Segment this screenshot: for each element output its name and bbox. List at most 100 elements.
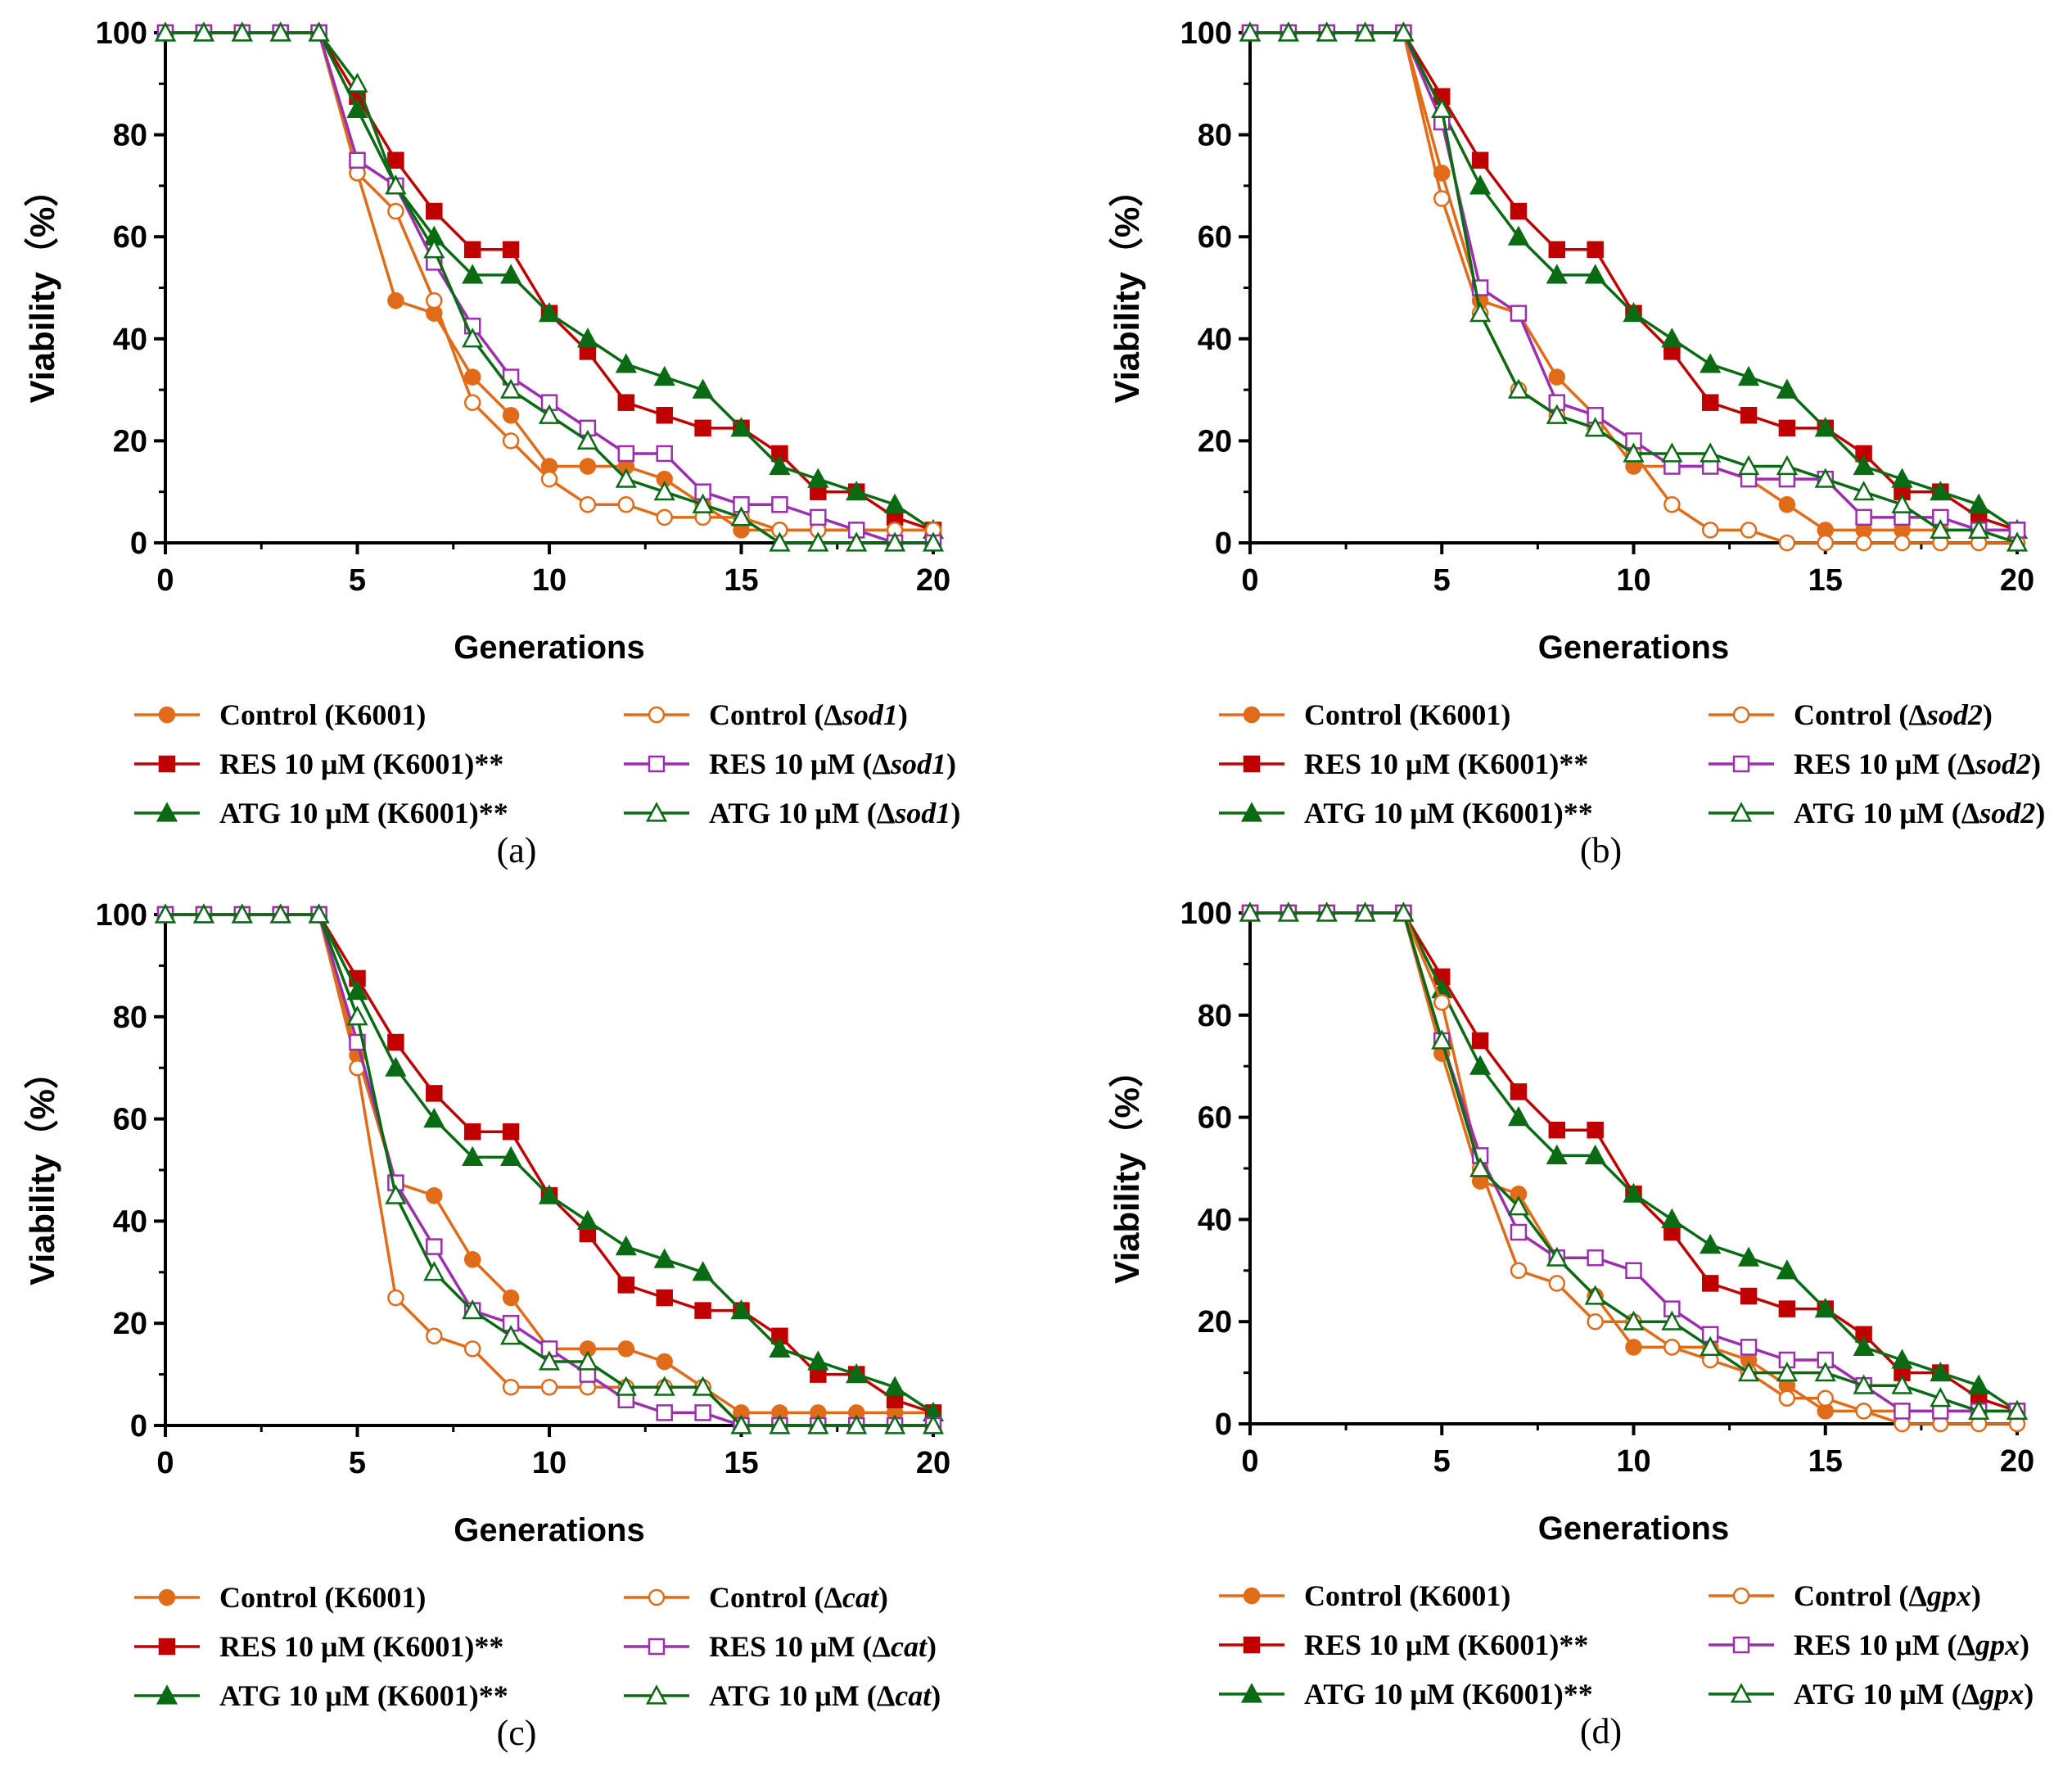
data-point xyxy=(1471,1032,1489,1050)
y-tick-label: 80 xyxy=(113,119,147,153)
data-point xyxy=(1471,151,1489,169)
x-tick-label: 10 xyxy=(532,563,567,598)
data-point xyxy=(1930,1361,1952,1382)
data-point xyxy=(500,264,522,284)
data-point xyxy=(1817,534,1834,552)
legend-label: Control (Δgpx) xyxy=(1794,1579,1981,1612)
data-point xyxy=(846,531,868,552)
data-point xyxy=(1740,1339,1758,1356)
data-point xyxy=(615,1376,637,1396)
data-point xyxy=(576,1209,598,1230)
legend-label-text: Control (Δ xyxy=(1794,1579,1927,1612)
legend-marker xyxy=(1732,1636,1750,1654)
data-point xyxy=(462,328,484,348)
data-point xyxy=(1894,1403,1911,1420)
legend-item: RES 10 μM (K6001)** xyxy=(134,1630,503,1663)
data-point xyxy=(1817,1389,1834,1407)
data-point xyxy=(615,353,637,373)
x-tick-label: 10 xyxy=(1616,1444,1650,1479)
legend-label-text: RES 10 μM (K6001)** xyxy=(1304,1629,1588,1661)
data-point xyxy=(579,458,597,475)
data-point xyxy=(1661,1208,1683,1228)
legend-label-text: RES 10 μM (Δ xyxy=(709,748,891,780)
legend-marker xyxy=(645,1684,668,1705)
legend-label-text: Control (K6001) xyxy=(1304,1579,1510,1612)
series-6 xyxy=(154,903,945,1434)
data-point xyxy=(1968,1399,1990,1420)
legend-label: ATG 10 μM (Δsod2) xyxy=(1794,797,2045,829)
y-tick-label: 60 xyxy=(1198,1101,1232,1136)
legend-label-italic: gpx xyxy=(1926,1579,1971,1612)
data-point xyxy=(615,468,637,488)
data-point xyxy=(1778,419,1796,437)
data-point xyxy=(463,1123,481,1141)
legend-label-suffix: ) xyxy=(931,1679,941,1712)
legend-marker xyxy=(648,706,666,724)
legend-label: ATG 10 μM (Δsod1) xyxy=(709,797,960,829)
data-point xyxy=(922,531,945,552)
data-point xyxy=(538,404,561,424)
legend-label-text: RES 10 μM (Δ xyxy=(1794,748,1975,780)
data-point xyxy=(538,1350,561,1371)
data-point xyxy=(463,1250,481,1268)
y-tick-label: 0 xyxy=(1215,1407,1232,1442)
data-point xyxy=(1393,901,1415,922)
legend-label: RES 10 μM (K6001)** xyxy=(219,1630,503,1663)
data-point xyxy=(1894,534,1911,552)
legend-item: ATG 10 μM (K6001)** xyxy=(1219,797,1593,829)
series-line xyxy=(165,913,933,1415)
legend-label: Control (K6001) xyxy=(1304,698,1510,731)
data-point xyxy=(346,72,368,93)
data-point xyxy=(1778,1300,1796,1317)
x-tick-label: 0 xyxy=(156,1446,174,1480)
data-point xyxy=(1778,1389,1796,1407)
y-tick-label: 40 xyxy=(1198,323,1232,357)
data-point xyxy=(884,531,906,552)
data-point xyxy=(1510,1083,1528,1100)
series-line xyxy=(165,31,934,532)
series-6 xyxy=(154,21,945,552)
data-point xyxy=(769,1414,791,1434)
series-3 xyxy=(154,903,945,1421)
data-point xyxy=(1469,1157,1492,1177)
data-point xyxy=(1546,1246,1568,1267)
data-point xyxy=(1663,496,1681,513)
legend-marker xyxy=(1243,755,1261,773)
data-point xyxy=(846,1414,868,1434)
data-point xyxy=(1625,1339,1642,1356)
legend-marker xyxy=(156,1684,178,1705)
data-point xyxy=(694,419,711,437)
data-point xyxy=(1814,468,1836,488)
data-point xyxy=(1776,1361,1798,1382)
data-point xyxy=(771,496,788,513)
legend-marker xyxy=(158,1638,176,1656)
legend-item: Control (Δcat) xyxy=(624,1581,888,1614)
legend-label: RES 10 μM (Δsod1) xyxy=(709,748,956,780)
data-point xyxy=(1354,21,1376,42)
y-tick-label: 40 xyxy=(1198,1203,1232,1237)
data-point xyxy=(423,238,445,259)
x-tick-label: 0 xyxy=(1241,1444,1258,1479)
y-axis-title: Viability（%） xyxy=(23,173,61,404)
y-tick-label: 0 xyxy=(130,1409,147,1443)
data-point xyxy=(2006,1399,2029,1420)
legend-item: ATG 10 μM (Δcat) xyxy=(624,1679,941,1712)
data-point xyxy=(538,302,561,323)
legend-item: Control (K6001) xyxy=(134,698,426,731)
data-point xyxy=(462,1299,484,1320)
data-point xyxy=(426,1238,443,1255)
data-point xyxy=(463,368,481,386)
legend-label-text: ATG 10 μM (Δ xyxy=(709,797,895,829)
data-point xyxy=(387,202,404,220)
x-tick-label: 5 xyxy=(349,1446,366,1480)
data-point xyxy=(1855,508,1872,526)
data-point xyxy=(922,1414,945,1434)
legend-label-text: RES 10 μM (Δ xyxy=(709,1630,891,1663)
data-point xyxy=(1663,1339,1681,1356)
data-point xyxy=(884,493,906,513)
data-point xyxy=(769,531,791,552)
data-point xyxy=(346,979,368,1001)
legend-label: ATG 10 μM (K6001)** xyxy=(219,797,508,829)
legend-label-text: RES 10 μM (K6001)** xyxy=(219,1630,503,1663)
data-point xyxy=(502,241,520,259)
